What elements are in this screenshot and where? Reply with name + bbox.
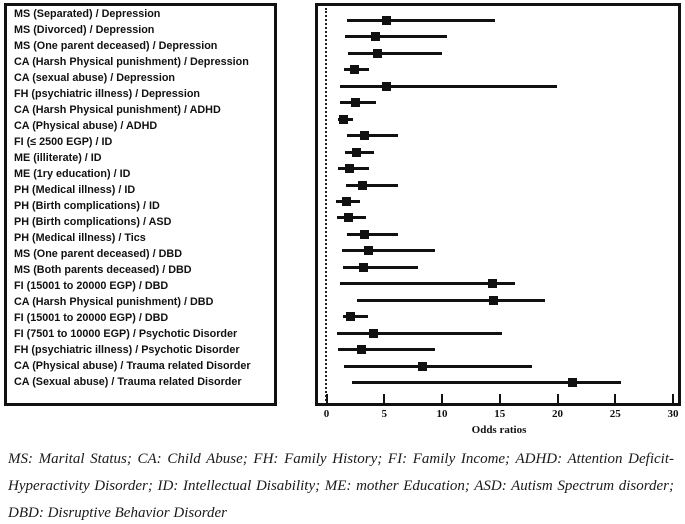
or-point-square bbox=[358, 262, 368, 272]
risk-factor-label-box: MS (Separated) / Depression MS (Divorced)… bbox=[4, 3, 277, 406]
caption-line-1: MS: Marital Status; CA: Child Abuse; FH:… bbox=[8, 451, 674, 467]
or-point-square bbox=[372, 48, 382, 58]
or-point-square bbox=[360, 229, 370, 239]
x-axis-title: Odds ratios bbox=[471, 424, 527, 436]
ci-line bbox=[347, 134, 399, 138]
risk-factor-label: MS (One parent deceased) / DBD bbox=[14, 248, 182, 260]
risk-factor-label: FH (psychiatric illness) / Depression bbox=[14, 88, 201, 100]
risk-factor-label: ME (illiterate) / ID bbox=[14, 152, 102, 164]
ci-line bbox=[347, 232, 399, 236]
or-point-square bbox=[343, 213, 353, 223]
risk-factor-label: MS (One parent deceased) / Depression bbox=[14, 40, 218, 52]
ci-line bbox=[346, 183, 399, 187]
ci-line bbox=[347, 19, 496, 22]
ci-line bbox=[343, 364, 533, 368]
ci-line bbox=[356, 298, 545, 302]
x-axis-tick bbox=[672, 394, 674, 403]
risk-factor-label: CA (Physical abuse) / Trauma related Dis… bbox=[14, 360, 251, 372]
risk-factor-label: FI (≤ 2500 EGP) / ID bbox=[14, 136, 113, 148]
x-axis-tick bbox=[614, 394, 617, 403]
x-axis-tick-label: 15 bbox=[494, 408, 506, 420]
or-point-square bbox=[349, 65, 359, 75]
ci-line bbox=[340, 84, 558, 88]
x-axis-tick bbox=[498, 394, 501, 403]
x-axis-tick-label: 0 bbox=[323, 408, 330, 420]
abbreviation-caption: MS: Marital Status; CA: Child Abuse; FH:… bbox=[8, 446, 674, 524]
risk-factor-label: PH (Medical illness) / Tics bbox=[14, 232, 146, 244]
ci-line bbox=[344, 35, 447, 39]
or-point-square bbox=[352, 147, 362, 157]
or-point-square bbox=[345, 164, 355, 174]
x-axis-tick-label: 20 bbox=[552, 408, 563, 420]
or-point-square bbox=[568, 377, 577, 387]
ci-line bbox=[351, 380, 622, 384]
caption-line-3: DBD: Disruptive Behavior Disorder bbox=[8, 505, 227, 521]
risk-factor-label: FI (15001 to 20000 EGP) / DBD bbox=[14, 280, 169, 292]
ci-line bbox=[340, 282, 515, 286]
x-axis-tick-label: 5 bbox=[381, 408, 388, 420]
forest-plot-area bbox=[315, 3, 681, 406]
or-point-square bbox=[363, 246, 373, 256]
or-point-square bbox=[489, 295, 499, 305]
x-axis-tick-label: 30 bbox=[667, 408, 679, 420]
ci-line bbox=[342, 315, 369, 319]
risk-factor-label: MS (Separated) / Depression bbox=[14, 8, 161, 20]
risk-factor-label: CA (Harsh Physical punishment) / DBD bbox=[14, 296, 214, 308]
caption-line-2: Hyperactivity Disorder; ID: Intellectual… bbox=[8, 478, 674, 494]
risk-factor-label: PH (Birth complications) / ASD bbox=[14, 216, 172, 228]
risk-factor-label: CA (Harsh Physical punishment) / ADHD bbox=[14, 104, 221, 116]
risk-factor-label: CA (Harsh Physical punishment) / Depress… bbox=[14, 56, 249, 68]
or-point-square bbox=[369, 328, 379, 338]
x-axis-tick-label: 10 bbox=[436, 408, 448, 420]
risk-factor-label: PH (Birth complications) / ID bbox=[14, 200, 160, 212]
risk-factor-label: MS (Both parents deceased) / DBD bbox=[14, 264, 192, 276]
or-point-square bbox=[417, 361, 427, 371]
risk-factor-label: MS (Divorced) / Depression bbox=[14, 24, 155, 36]
ci-line bbox=[348, 51, 442, 55]
risk-factor-label: CA (Sexual abuse) / Trauma related Disor… bbox=[14, 376, 242, 388]
x-axis-tick bbox=[441, 394, 443, 403]
or-point-square bbox=[382, 16, 392, 25]
risk-factor-label: CA (sexual abuse) / Depression bbox=[14, 72, 176, 84]
or-point-square bbox=[339, 114, 349, 124]
x-axis-tick bbox=[325, 394, 328, 403]
ci-line bbox=[336, 331, 503, 335]
risk-factor-label: FI (15001 to 20000 EGP) / DBD bbox=[14, 312, 169, 324]
zero-reference-line bbox=[325, 8, 327, 401]
or-point-square bbox=[356, 345, 366, 355]
risk-factor-label: ME (1ry education) / ID bbox=[14, 168, 131, 180]
ci-line bbox=[341, 249, 436, 253]
x-axis-tick bbox=[556, 394, 559, 403]
risk-factor-label: FH (psychiatric illness) / Psychotic Dis… bbox=[14, 344, 240, 356]
ci-line bbox=[342, 265, 418, 269]
or-point-square bbox=[488, 279, 498, 289]
or-point-square bbox=[370, 32, 380, 42]
or-point-square bbox=[350, 98, 360, 108]
or-point-square bbox=[360, 131, 370, 141]
or-point-square bbox=[357, 180, 367, 190]
risk-factor-label: FI (7501 to 10000 EGP) / Psychotic Disor… bbox=[14, 328, 238, 340]
x-axis-tick-label: 25 bbox=[609, 408, 621, 420]
x-axis-tick bbox=[383, 394, 386, 403]
ci-line bbox=[338, 348, 436, 352]
or-point-square bbox=[341, 196, 351, 206]
or-point-square bbox=[382, 81, 392, 91]
or-point-square bbox=[346, 312, 356, 322]
risk-factor-label: CA (Physical abuse) / ADHD bbox=[14, 120, 158, 132]
risk-factor-label: PH (Medical illness) / ID bbox=[14, 184, 136, 196]
